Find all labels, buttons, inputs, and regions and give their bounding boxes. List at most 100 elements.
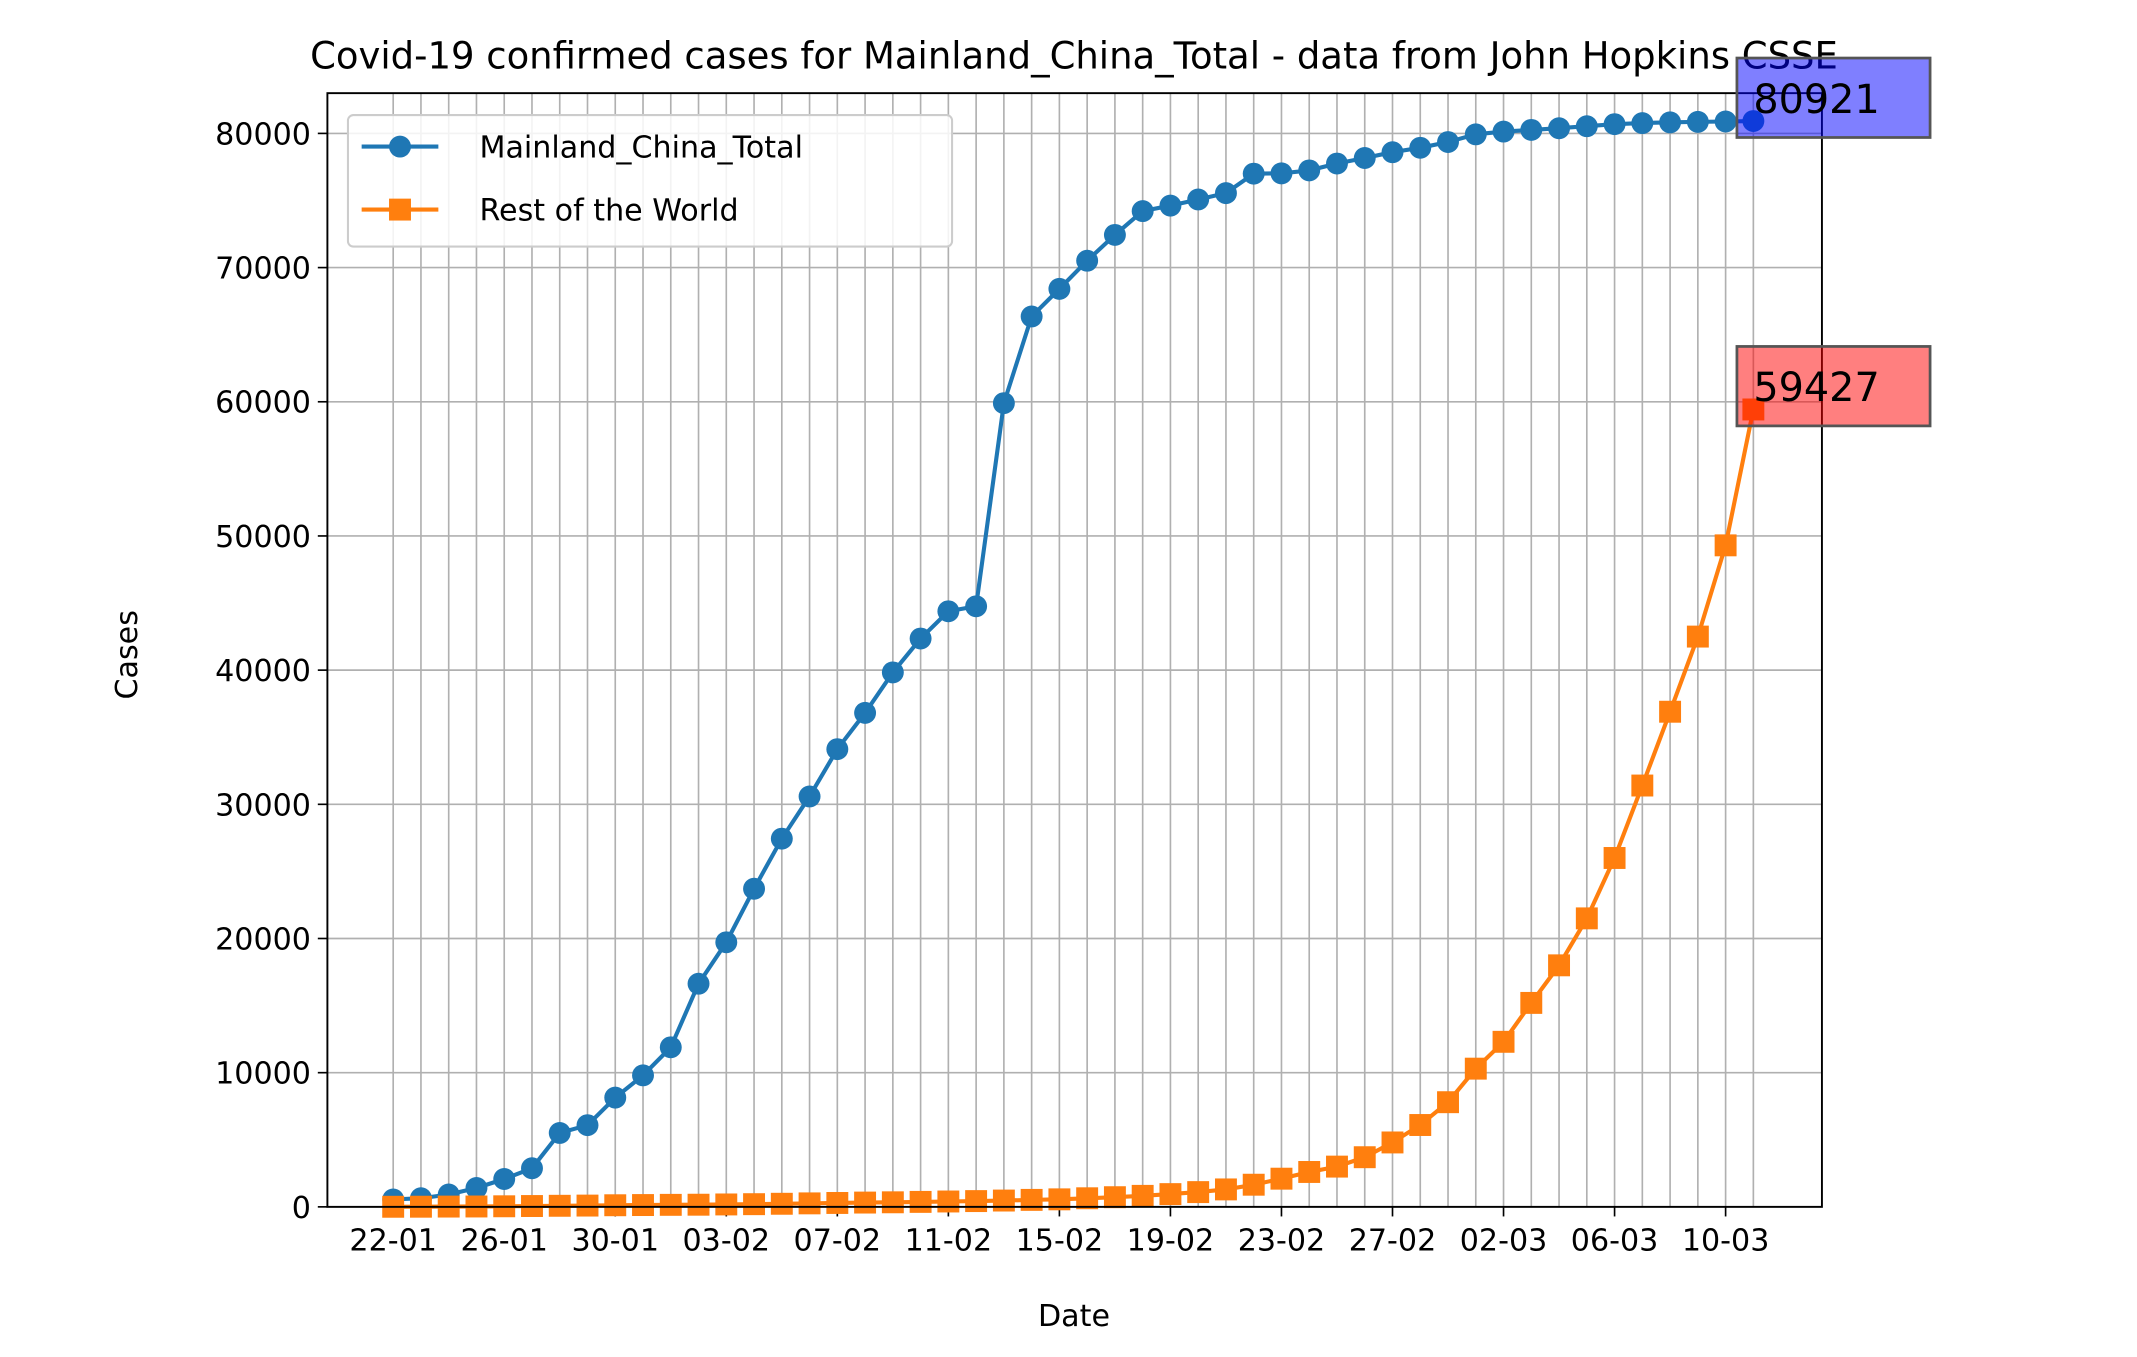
point [1409, 136, 1432, 159]
x-tick-label: 15-02 [1016, 1224, 1104, 1259]
point [632, 1064, 654, 1087]
x-tick-label: 22-01 [349, 1224, 437, 1259]
point [826, 738, 849, 761]
point [1103, 1186, 1126, 1209]
x-tick-label: 19-02 [1127, 1224, 1215, 1259]
point [576, 1114, 599, 1137]
point [1020, 305, 1043, 328]
point [1270, 162, 1293, 185]
point [1242, 162, 1265, 185]
point [715, 1193, 738, 1216]
point [1409, 1114, 1432, 1136]
point [1631, 112, 1654, 135]
annotation-box [1735, 56, 1932, 139]
point [465, 1177, 488, 1199]
x-tick-label: 02-03 [1460, 1224, 1548, 1259]
y-tick-label: 60000 [215, 386, 311, 421]
point [909, 1190, 932, 1213]
x-tick-label: 30-01 [571, 1224, 659, 1259]
point [1187, 1181, 1210, 1204]
point [1437, 1091, 1459, 1114]
x-tick-label: 11-02 [905, 1224, 993, 1259]
y-tick-label: 70000 [215, 252, 311, 287]
point [1686, 625, 1709, 648]
y-tick-label: 80000 [215, 117, 311, 152]
series [382, 110, 1765, 1211]
point [1575, 115, 1598, 138]
y-tick-label: 30000 [215, 788, 311, 823]
point [1131, 200, 1154, 223]
point [1214, 1178, 1237, 1201]
point [1575, 907, 1598, 930]
x-axis-label: Date [1038, 1299, 1110, 1334]
y-tick-label: 10000 [215, 1057, 311, 1092]
point [1714, 534, 1737, 557]
point [1520, 118, 1543, 141]
point [1659, 111, 1682, 134]
legend-marker [389, 135, 411, 158]
point [798, 785, 821, 808]
point [1548, 954, 1571, 977]
plot-frame [326, 92, 1823, 1208]
point [1076, 1187, 1099, 1210]
legend: Mainland_China_Total Rest of the World [346, 114, 954, 248]
point [687, 1193, 710, 1216]
y-tick-label: 50000 [215, 520, 311, 555]
x-tick-label: 10-03 [1682, 1224, 1770, 1259]
point [881, 1191, 904, 1214]
y-tick-label: 0 [292, 1191, 311, 1226]
point [965, 1190, 988, 1213]
point [1686, 110, 1709, 133]
point [937, 1190, 960, 1213]
x-tick-label: 07-02 [794, 1224, 882, 1259]
legend-label: Rest of the World [479, 194, 738, 229]
point [1520, 991, 1543, 1014]
point [1242, 1173, 1265, 1196]
point [493, 1168, 516, 1190]
point [1076, 249, 1099, 272]
point [1048, 1188, 1071, 1211]
x-tick-label: 06-03 [1571, 1224, 1659, 1259]
point [1381, 1131, 1404, 1154]
point [1492, 120, 1515, 143]
point [1103, 223, 1126, 246]
point [604, 1086, 627, 1109]
point [743, 877, 766, 900]
point [1298, 1161, 1321, 1183]
y-tick-label: 20000 [215, 922, 311, 957]
point [937, 600, 960, 623]
point [1464, 123, 1487, 146]
point [576, 1194, 599, 1217]
annotation-box [1735, 345, 1932, 428]
point [687, 972, 710, 995]
point [909, 627, 932, 650]
annotation: 59427 [1753, 365, 1879, 411]
legend-box [346, 114, 954, 248]
point [1159, 194, 1182, 217]
point [1159, 1183, 1182, 1206]
point [632, 1194, 654, 1217]
point [881, 661, 904, 684]
point [1603, 113, 1626, 136]
point [548, 1121, 571, 1144]
annotation: 80921 [1753, 77, 1879, 123]
point [992, 1189, 1015, 1212]
x-tick-label: 23-02 [1238, 1224, 1326, 1259]
point [1326, 1155, 1348, 1178]
point [743, 1193, 766, 1216]
point [1353, 147, 1376, 169]
point [604, 1194, 627, 1217]
point [1048, 277, 1071, 300]
point [1020, 1188, 1043, 1211]
point [1131, 1184, 1154, 1207]
point [1548, 117, 1571, 140]
point [854, 1191, 877, 1214]
x-tick-label: 26-01 [460, 1224, 548, 1259]
y-tick-label: 40000 [215, 654, 311, 689]
point [1187, 188, 1210, 211]
point [1492, 1030, 1515, 1053]
point [1437, 131, 1459, 154]
point [715, 931, 738, 954]
